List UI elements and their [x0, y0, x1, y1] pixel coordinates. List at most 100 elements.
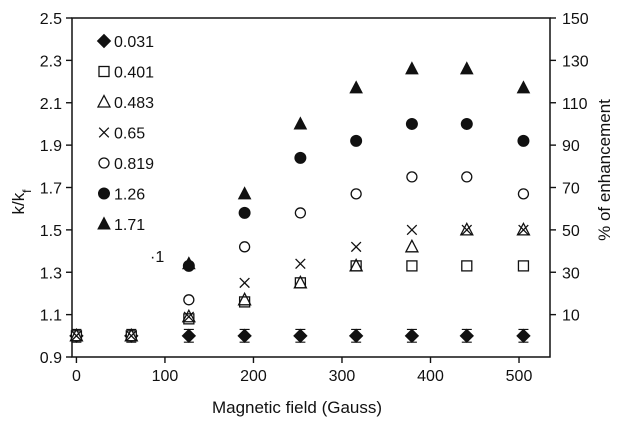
- series-1: [70, 260, 530, 342]
- series-4-point-5: [461, 171, 473, 183]
- series-1-point-8: [517, 260, 530, 272]
- y-tick-label-4: 1.7: [40, 181, 62, 198]
- series-2-point-2: [181, 308, 196, 323]
- legend-marker-6: [97, 216, 111, 230]
- series-2-point-8: [516, 221, 531, 236]
- series-3-point-2: [183, 311, 195, 323]
- y2-tick-label-4: 90: [562, 138, 580, 155]
- series-0-point-3: [237, 328, 252, 344]
- y-axis-title-main: k/k: [9, 192, 28, 214]
- series-3: [71, 224, 529, 342]
- series-0-point-8: [516, 328, 531, 344]
- y2-tick-label-1: 30: [562, 265, 580, 282]
- y2-tick-label-3: 70: [562, 181, 580, 198]
- legend-label-4: 0.819: [114, 156, 154, 173]
- y-tick-label-6: 2.1: [40, 96, 62, 113]
- y2-axis-title: % of enhancement: [595, 99, 614, 241]
- x-axis-title: Magnetic field (Gauss): [212, 398, 382, 417]
- series-2-point-1: [124, 327, 139, 342]
- y-tick-label-7: 2.3: [40, 53, 62, 70]
- x-tick-label-2: 200: [240, 368, 267, 385]
- data-marks: [69, 61, 531, 344]
- legend-label-2: 0.483: [114, 95, 154, 112]
- y-tick-label-5: 1.9: [40, 138, 62, 155]
- x-tick-label-0: 0: [72, 368, 81, 385]
- series-6-point-6: [516, 80, 531, 94]
- legend-marker-4: [98, 157, 110, 169]
- y-tick-label-8: 2.5: [40, 11, 62, 28]
- series-5-point-5: [460, 117, 473, 130]
- legend-label-0: 0.031: [114, 34, 154, 51]
- series-2-point-7: [459, 221, 474, 236]
- series-2-point-4: [293, 274, 308, 289]
- series-6-point-4: [405, 61, 419, 75]
- legend-label-5: 1.26: [114, 187, 145, 204]
- series-4-point-2: [294, 207, 307, 219]
- legend-marker-1: [98, 65, 110, 78]
- y-tick-label-2: 1.3: [40, 265, 62, 282]
- series-0-point-4: [293, 328, 308, 344]
- y2-tick-label-2: 50: [562, 223, 580, 240]
- legend-label-1: 0.401: [114, 65, 154, 82]
- legend-marker-5: [98, 187, 110, 200]
- series-4-point-4: [406, 171, 418, 183]
- legend-marker-2: [96, 94, 112, 108]
- series-0-point-2: [181, 328, 197, 344]
- series-3-point-6: [406, 224, 418, 236]
- series-2-point-3: [237, 291, 252, 306]
- stray-annotation: ·1: [150, 249, 164, 266]
- series-4: [183, 171, 530, 306]
- series-4-point-0: [183, 294, 195, 306]
- series-4-point-6: [517, 188, 530, 200]
- series-6-point-5: [459, 61, 474, 75]
- series-5-point-3: [350, 134, 363, 147]
- y-axis-title: k/kf: [9, 189, 34, 215]
- series-4-point-1: [238, 241, 251, 253]
- x-tick-label-5: 500: [506, 368, 533, 385]
- legend-marker-3: [98, 127, 110, 138]
- x-tick-label-4: 400: [417, 368, 444, 385]
- y2-tick-label-0: 10: [562, 308, 580, 325]
- ticks: 0 100 200 300 400 500 0.9 1.1 1.3 1.5 1.7 1.9 2.1 2.3…: [40, 11, 589, 385]
- series-5-point-6: [517, 134, 530, 147]
- series-0: [69, 328, 531, 344]
- y2-tick-label-5: 110: [562, 96, 588, 113]
- series-2-point-0: [69, 327, 84, 342]
- series-0-point-7: [459, 328, 474, 344]
- series-5-point-4: [405, 117, 418, 130]
- series-0-point-6: [404, 328, 420, 344]
- x-tick-label-3: 300: [329, 368, 356, 385]
- series-3-point-0: [71, 330, 82, 342]
- series-3-point-4: [295, 258, 306, 270]
- y-tick-label-1: 1.1: [40, 308, 62, 325]
- series-6-point-3: [349, 80, 363, 94]
- series-2-point-6: [404, 238, 419, 253]
- series-3-point-1: [126, 330, 137, 342]
- y-axis-title-subscript: f: [20, 189, 34, 193]
- legend-label-6: 1.71: [114, 217, 145, 234]
- y-tick-label-3: 1.5: [40, 223, 62, 240]
- series-6-point-2: [293, 116, 308, 130]
- series-5-point-1: [238, 206, 251, 219]
- series-1-point-7: [461, 260, 473, 272]
- legend-label-3: 0.65: [114, 126, 145, 143]
- x-tick-label-1: 100: [152, 368, 179, 385]
- series-6-point-1: [237, 186, 252, 200]
- series-4-point-3: [350, 188, 362, 200]
- series-2-point-5: [349, 257, 364, 272]
- series-3-point-7: [461, 224, 473, 236]
- series-5-point-2: [294, 151, 307, 164]
- series-1-point-6: [406, 260, 418, 272]
- y2-tick-label-7: 150: [562, 11, 589, 28]
- series-3-point-5: [350, 241, 362, 253]
- legend-marker-0: [96, 33, 112, 49]
- series-3-point-8: [518, 224, 529, 236]
- legend: 0.031 0.401 0.483 0.65 0.819 1.26 1.71: [96, 33, 154, 234]
- y2-tick-label-6: 130: [562, 53, 589, 70]
- series-6-point-0: [182, 256, 196, 270]
- series-3-point-3: [239, 277, 250, 289]
- series-6: [182, 61, 531, 270]
- y-tick-label-0: 0.9: [40, 350, 62, 367]
